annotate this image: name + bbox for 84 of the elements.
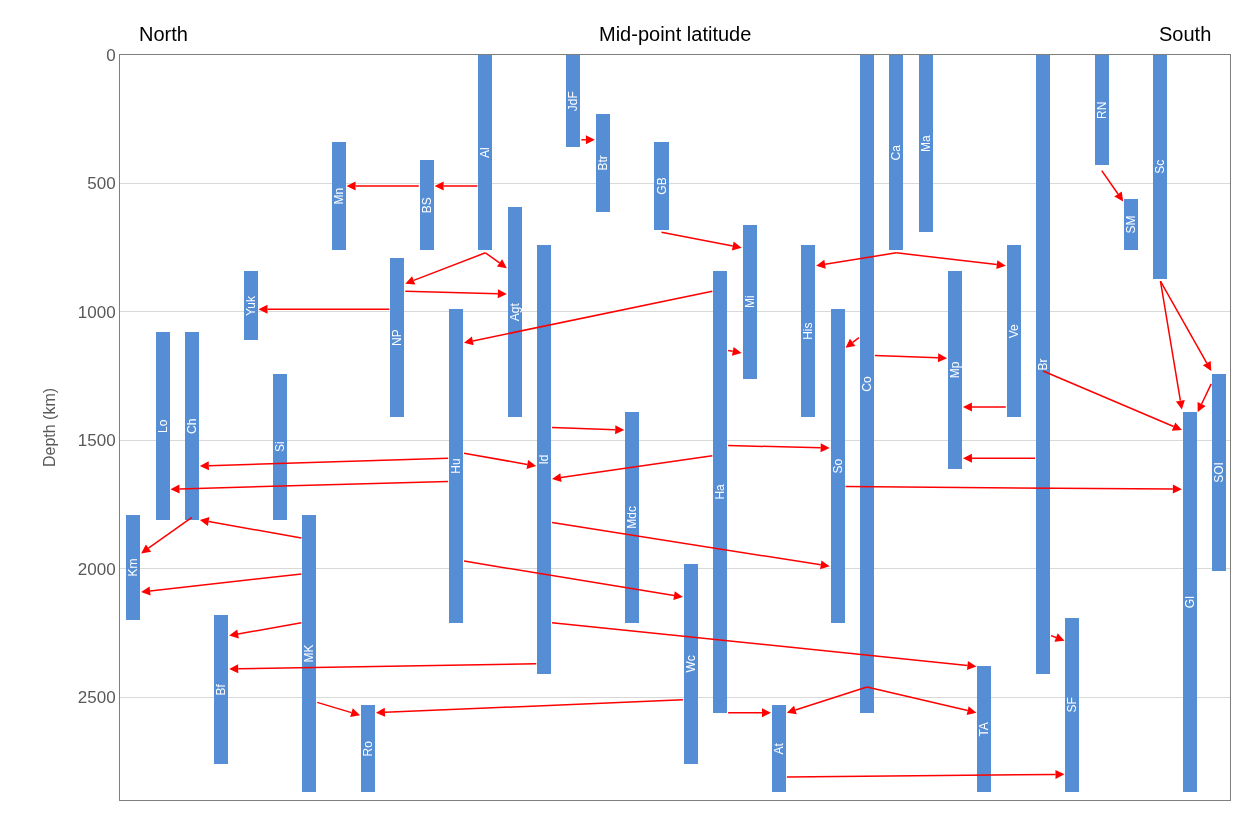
x-tick-label: MK [302, 644, 317, 663]
x-tick-label: TA [977, 722, 992, 737]
bar [713, 270, 728, 713]
x-tick-label: Si [272, 441, 287, 453]
x-tick-label: Sc [1153, 159, 1168, 174]
bar [272, 373, 287, 520]
x-tick-label: JdF [566, 91, 581, 112]
x-tick-label: At [771, 742, 786, 755]
y-tick-label: 1000 [77, 302, 116, 322]
bar [918, 55, 933, 233]
bar [625, 412, 640, 623]
y-tick-label: 500 [87, 174, 116, 194]
x-tick-label: Ca [889, 144, 904, 161]
x-tick-label: SF [1065, 697, 1080, 713]
bar [683, 563, 698, 765]
bar [801, 245, 816, 418]
x-tick-label: Id [537, 454, 552, 465]
bar [126, 514, 141, 621]
bar [537, 245, 552, 675]
x-tick-label: Ha [713, 483, 728, 500]
x-tick-label: Lo [155, 419, 170, 434]
bar [478, 55, 493, 251]
x-tick-label: Br [1036, 358, 1051, 371]
bar [889, 55, 904, 251]
x-tick-label: Co [859, 376, 874, 392]
x-tick-label: Wc [683, 655, 698, 673]
x-tick-label: Bf [214, 683, 229, 696]
x-tick-label: Ro [361, 740, 376, 757]
text: North [139, 23, 188, 45]
x-tick-label: Ch [184, 418, 199, 434]
bar [859, 55, 874, 713]
y-axis-title: Depth (km) [40, 387, 58, 468]
bar [1065, 617, 1080, 793]
bar [1006, 245, 1021, 418]
bar [419, 160, 434, 251]
bar [977, 666, 992, 793]
x-tick-label: Btr [595, 155, 610, 171]
x-tick-label: Mdc [625, 506, 640, 529]
x-tick-label: Ve [1006, 323, 1021, 339]
text: South [1159, 23, 1212, 45]
bar [1212, 373, 1227, 572]
y-tick-label: 2500 [77, 688, 116, 708]
bar [1094, 55, 1109, 166]
x-tick-label: Gl [1182, 596, 1197, 609]
x-tick-label: So [830, 458, 845, 474]
y-tick-label: 0 [106, 45, 116, 65]
x-tick-label: GB [654, 177, 669, 195]
bar [595, 114, 610, 212]
bar [947, 270, 963, 469]
bar [449, 309, 464, 623]
x-tick-label: Mp [947, 361, 962, 379]
x-tick-label: Mn [331, 187, 346, 205]
bar [1182, 412, 1197, 793]
bar [331, 142, 346, 251]
bar [390, 257, 405, 418]
y-tick-label: 1500 [77, 431, 116, 451]
bar [507, 206, 522, 418]
x-tick-label: RN [1094, 101, 1109, 119]
bar [184, 332, 199, 520]
x-tick-label: SOI [1212, 462, 1227, 483]
x-tick-label: Hu [449, 458, 464, 474]
bar [214, 615, 229, 765]
x-tick-label: Agt [507, 302, 522, 322]
bar [1153, 55, 1168, 279]
x-tick-label: Al [478, 147, 493, 158]
x-tick-label: Km [126, 558, 141, 577]
bar [742, 224, 757, 379]
x-tick-label: BS [419, 197, 434, 214]
x-tick-label: Mi [742, 295, 757, 308]
bar [155, 332, 170, 520]
x-tick-label: His [801, 322, 816, 340]
x-axis-title: Mid-point latitude [599, 23, 752, 45]
bar [302, 514, 317, 793]
x-tick-label: NP [390, 329, 405, 346]
x-tick-label: Yuk [243, 294, 258, 316]
bar [1036, 55, 1051, 675]
bar [771, 704, 786, 793]
bar [566, 55, 581, 148]
x-tick-label: Ma [918, 135, 933, 153]
bar [360, 704, 376, 793]
x-tick-label: SM [1124, 215, 1139, 234]
bar [654, 142, 669, 230]
bar [830, 309, 845, 623]
y-tick-label: 2000 [77, 559, 116, 579]
